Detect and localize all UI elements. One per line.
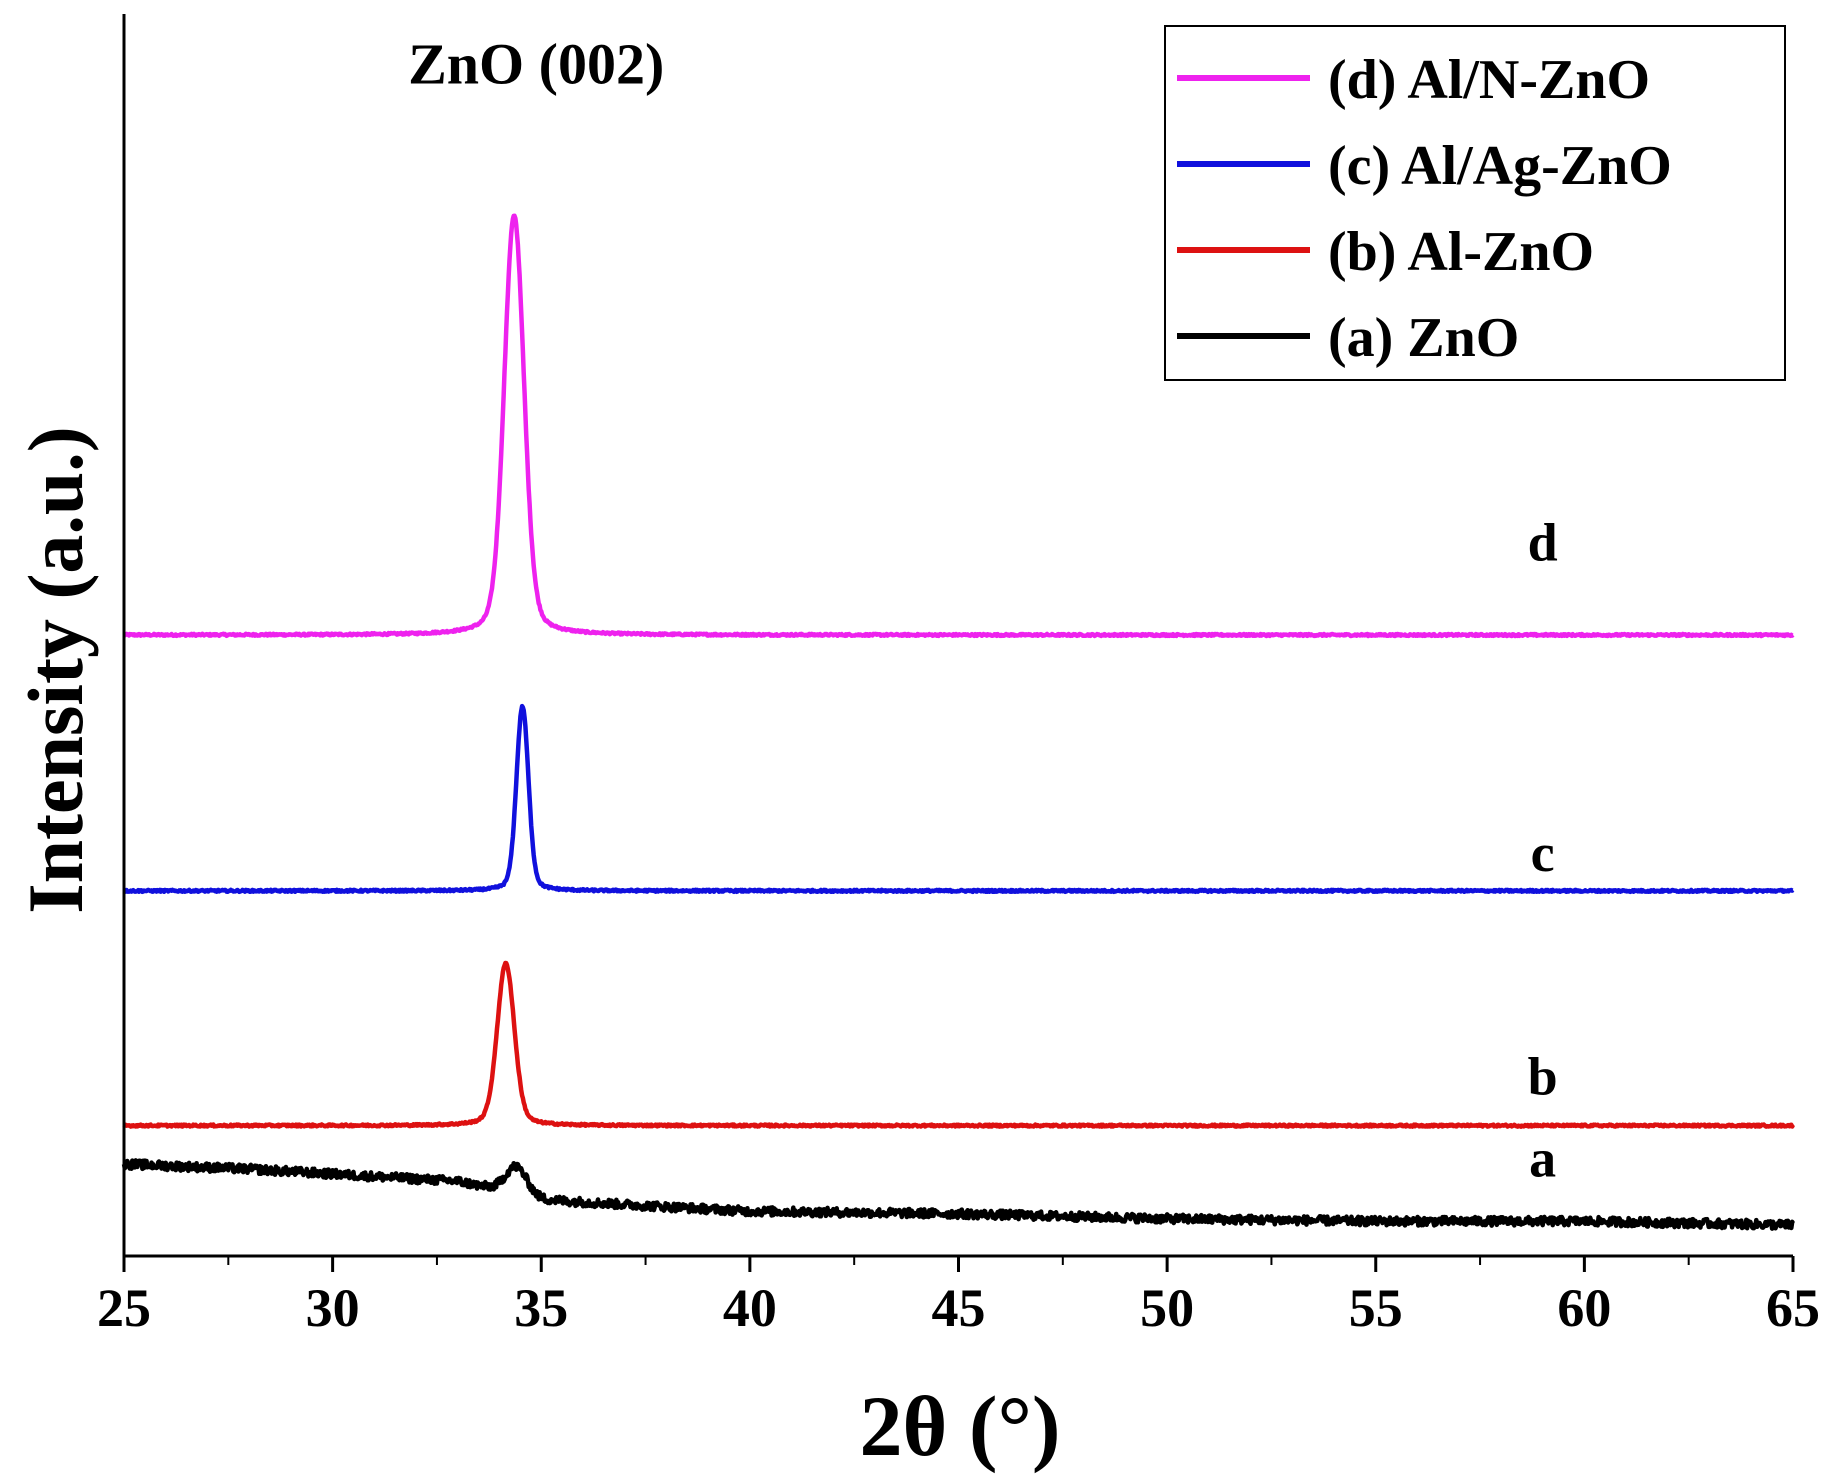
legend-box (1164, 25, 1786, 381)
x-tick-label: 50 (1140, 1278, 1194, 1338)
x-tick-label: 65 (1766, 1278, 1820, 1338)
y-axis-label: Intensity (a.u.) (12, 426, 99, 914)
annotations-group: ZnO (002) (408, 32, 664, 97)
x-tick-label: 45 (932, 1278, 986, 1338)
legend-entry-b: (b) Al-ZnO (1328, 221, 1594, 283)
x-tick-label: 35 (514, 1278, 568, 1338)
x-tick-label: 30 (306, 1278, 360, 1338)
curve-label-c: c (1531, 823, 1555, 883)
peak-annotation: ZnO (002) (408, 32, 664, 97)
series-line-d (122, 213, 1795, 639)
series-group (121, 213, 1796, 1231)
x-tick-label: 40 (723, 1278, 777, 1338)
x-tick-label: 25 (97, 1278, 151, 1338)
legend-entry-c: (c) Al/Ag-ZnO (1328, 135, 1672, 197)
curve-label-d: d (1528, 512, 1558, 572)
legend-entry-a: (a) ZnO (1328, 307, 1519, 369)
series-line-c (122, 703, 1795, 895)
series-line-a (121, 1158, 1795, 1231)
x-ticks-group: 25 30 35 40 45 50 55 60 65 (97, 1256, 1820, 1338)
legend: (d) Al/N-ZnO (c) Al/Ag-ZnO (b) Al-ZnO (a) Z… (1164, 25, 1786, 381)
x-tick-label: 60 (1557, 1278, 1611, 1338)
x-tick-label: 55 (1349, 1278, 1403, 1338)
x-axis-label: 2θ (°) (859, 1378, 1060, 1474)
series-line-b (122, 960, 1796, 1129)
curve-labels-group: d c ba (1528, 512, 1558, 1188)
curve-label-b: b (1528, 1047, 1558, 1107)
curve-label-a: a (1529, 1129, 1556, 1189)
legend-entry-d: (d) Al/N-ZnO (1328, 49, 1650, 111)
